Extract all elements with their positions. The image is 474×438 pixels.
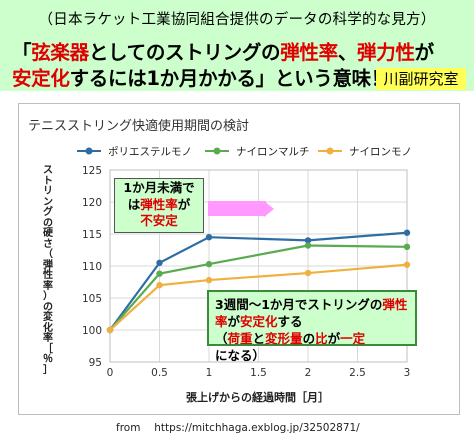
x-tick-label: 1.5 — [250, 367, 267, 379]
headline-red-text: 弦楽器 — [31, 41, 89, 64]
data-point — [106, 326, 114, 334]
legend-swatch-marker — [213, 147, 221, 155]
legend-label: ポリエステルモノ — [108, 146, 192, 158]
x-axis-label: 張上げからの経過時間［月］ — [186, 391, 329, 404]
headline-line-2: 安定化するには1か月かかる」という意味！ — [12, 62, 390, 91]
data-point — [304, 237, 312, 244]
lab-badge: 川副研究室 — [376, 68, 466, 90]
data-point — [156, 270, 163, 277]
data-point — [403, 229, 411, 236]
y-tick-label: 120 — [82, 197, 102, 209]
y-tick-label: 115 — [82, 229, 102, 241]
annotation-text: 3週間～1か月 — [215, 297, 295, 312]
legend-label: ナイロンモノ — [349, 146, 412, 158]
headline-text: 「 — [12, 41, 32, 64]
annotation-red-text: 弾性率 — [140, 196, 178, 212]
x-tick-label: 2.5 — [349, 367, 366, 379]
series-layer — [106, 229, 411, 334]
annotation-red-text: 安定化 — [240, 314, 278, 329]
annotation-red-text: 変形量 — [265, 331, 303, 346]
data-point — [403, 243, 411, 250]
arrow-icon — [208, 201, 266, 216]
data-point — [156, 282, 163, 289]
legend-swatch-marker — [85, 147, 93, 155]
annotation-line: 1か月未満で — [123, 180, 195, 195]
annotation-text: （ — [215, 331, 228, 346]
annotation-text: が — [177, 196, 191, 212]
y-tick-label: 105 — [82, 293, 102, 305]
annotation-text: は — [127, 196, 141, 212]
legend-swatch-marker — [326, 147, 334, 155]
tick-labels: 95 100 105 110 115 120 125 0 0.5 1 1.5 2 2.5 3 — [82, 165, 410, 379]
annotation-red-text: 一定 — [340, 331, 366, 346]
headline-red-text: 安定化 — [12, 67, 70, 90]
annotation-text: の — [302, 331, 316, 346]
annotation-line: は弾性率が — [115, 197, 203, 214]
annotation-text: が — [327, 331, 341, 346]
x-tick-label: 3 — [404, 367, 411, 379]
annotation-red-text: 率 — [215, 314, 228, 329]
headline-text: するには1か月かかる」という意味！ — [69, 67, 391, 90]
headline-line-1: 「弦楽器としてのストリングの弾性率、弾力性が — [12, 36, 434, 65]
y-tick-label: 110 — [82, 261, 102, 273]
annotation-line: 率が安定化する — [215, 313, 409, 330]
y-tick-label: 100 — [82, 325, 102, 337]
x-tick-label: 1 — [206, 367, 213, 379]
legend-label: ナイロンマルチ — [236, 146, 310, 158]
annotation-stable: 3週間～1か月でストリングの弾性 率が安定化する （荷重と変形量の比が一定になる… — [207, 290, 417, 363]
y-tick-label: 95 — [89, 357, 102, 369]
legend: ポリエステルモノ ナイロンマルチ ナイロンモノ — [77, 146, 412, 158]
y-axis-label: ストリングの硬さ（弾性率）の変化率 ［ ％ ］ — [43, 165, 53, 376]
data-point — [205, 260, 213, 268]
annotation-text: が — [227, 314, 241, 329]
headline-text: 、 — [337, 41, 358, 64]
data-point — [156, 259, 163, 266]
headline-text: が — [414, 41, 435, 64]
headline-red-text: 弾力性 — [357, 41, 415, 64]
y-tick-label: 125 — [82, 165, 102, 177]
headline-text: としてのストリングの — [88, 41, 281, 64]
annotation-text: になる） — [215, 348, 266, 363]
annotation-red-text: 荷重 — [227, 331, 253, 346]
data-point — [205, 234, 213, 241]
annotation-unstable: 1か月未満で は弾性率が 不安定 — [114, 178, 204, 233]
annotation-red-text: 比 — [315, 331, 328, 346]
annotation-red-text: 弾性 — [382, 297, 408, 312]
header-subtitle: （日本ラケット工業協同組合提供のデータの科学的な見方） — [38, 12, 436, 28]
annotation-text: する — [277, 314, 303, 329]
source-url: from https://mitchhaga.exblog.jp/3250287… — [116, 422, 360, 434]
annotation-line: 不安定 — [140, 213, 178, 228]
data-point — [403, 261, 411, 268]
annotation-text: でストリングの — [294, 297, 383, 312]
annotation-text: と — [252, 331, 266, 346]
data-point — [205, 276, 213, 284]
data-point — [304, 269, 312, 277]
x-tick-label: 0 — [107, 367, 114, 379]
annotation-line: 3週間～1か月でストリングの弾性 — [215, 296, 409, 313]
headline-red-text: 弾性率 — [280, 41, 338, 64]
annotation-line: （荷重と変形量の比が一定になる） — [215, 330, 409, 364]
chart-title: テニスストリング快適使用期間の検討 — [28, 119, 250, 134]
x-tick-label: 2 — [305, 367, 312, 379]
arrow-head-icon — [264, 201, 274, 217]
x-tick-label: 0.5 — [151, 367, 168, 379]
data-point — [304, 242, 312, 249]
